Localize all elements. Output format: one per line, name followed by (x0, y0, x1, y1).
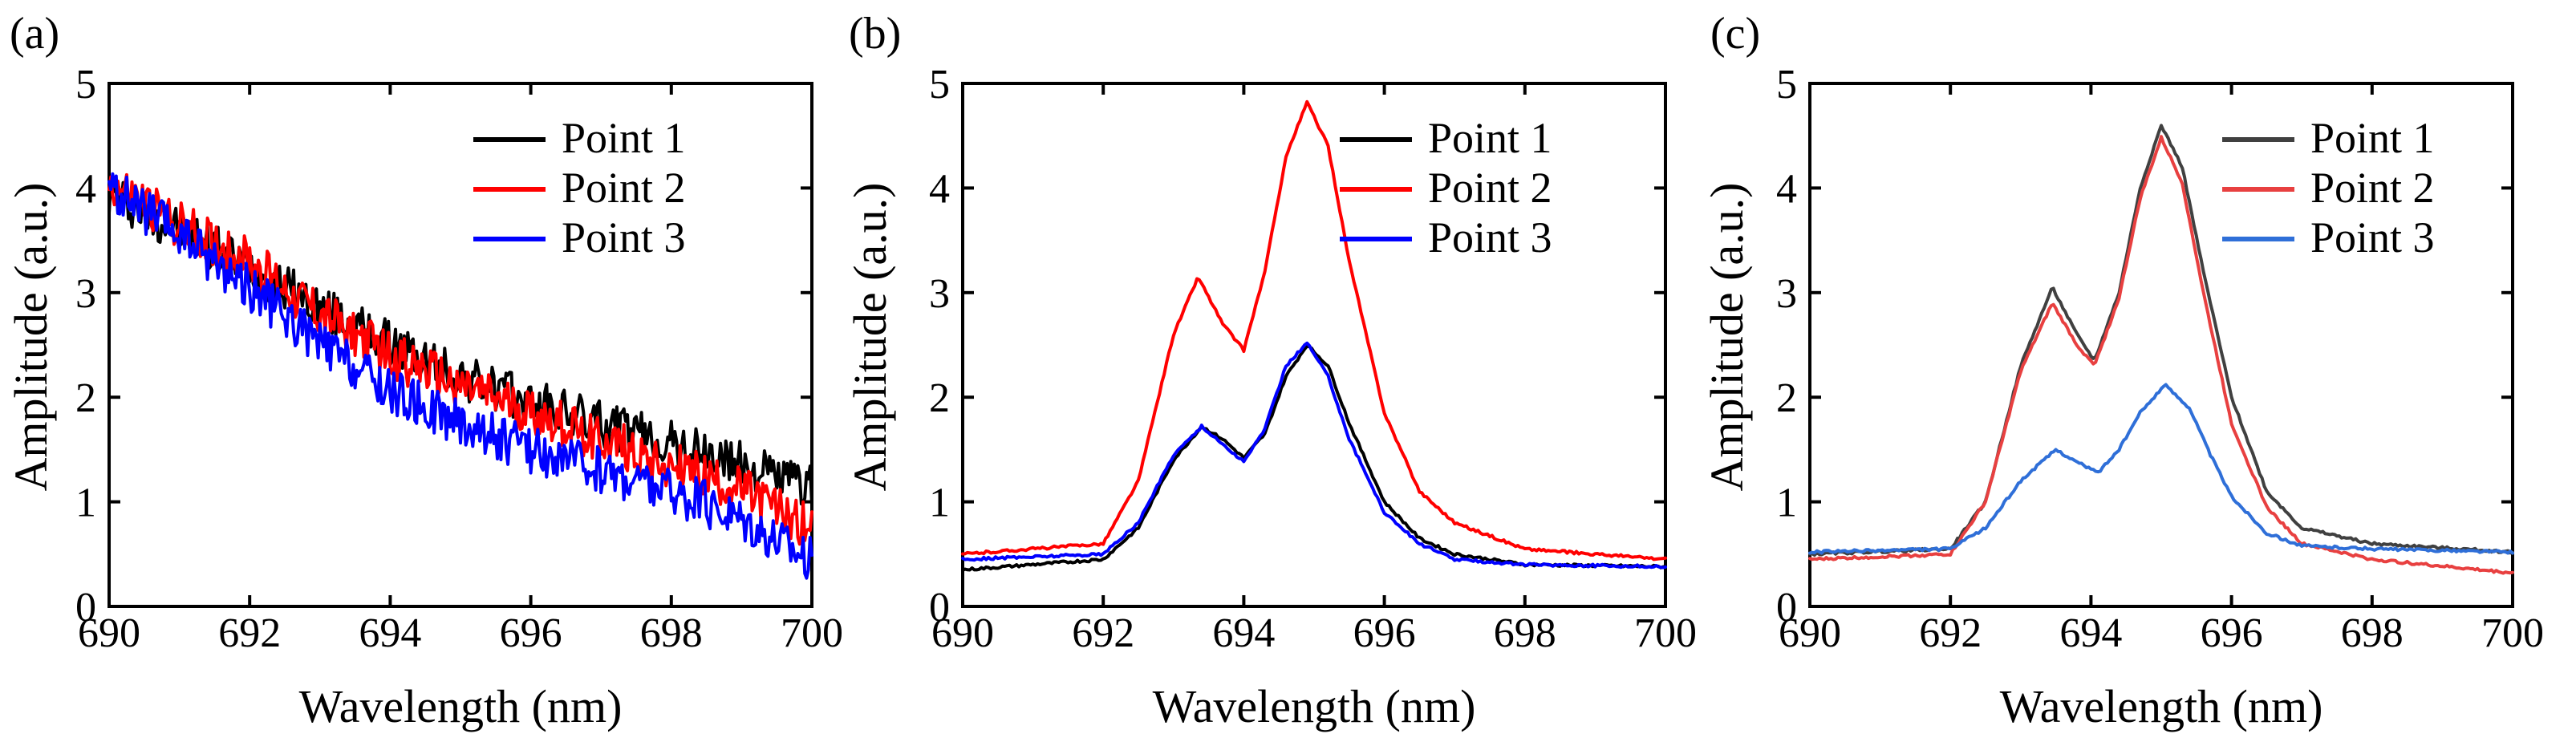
plot-frame (108, 82, 813, 608)
y-tick-label: 3 (929, 271, 950, 317)
panel-c: (c) Wavelength (nm) Amplitude (a.u.) 690… (1701, 9, 2544, 732)
y-axis-title: Amplitude (a.u.) (1701, 183, 1753, 492)
legend-label: Point 1 (562, 114, 686, 162)
y-tick-label: 5 (929, 62, 950, 107)
x-tick-label: 696 (1353, 610, 1416, 656)
series-line-point-2 (961, 99, 1667, 561)
y-tick-label: 0 (1776, 585, 1797, 630)
x-tick-label: 690 (931, 610, 994, 656)
legend-label: Point 2 (1428, 164, 1552, 212)
y-tick-label: 5 (1776, 62, 1797, 107)
x-axis-title: Wavelength (nm) (2000, 680, 2323, 732)
y-tick-label: 1 (929, 480, 950, 526)
series-line-point-3 (108, 172, 813, 580)
panel-a: (a) Wavelength (nm) Amplitude (a.u.) 690… (5, 9, 843, 732)
plot-frame (961, 82, 1667, 608)
legend-label: Point 3 (562, 213, 686, 261)
legend-label: Point 3 (1428, 213, 1552, 261)
x-tick-label: 692 (1072, 610, 1134, 656)
x-tick-label: 694 (2059, 610, 2122, 656)
legend-label: Point 2 (2310, 164, 2435, 212)
ticks: 690 692 694 696 698 700 0 1 2 3 4 5 (75, 62, 843, 656)
x-tick-label: 690 (1779, 610, 1841, 656)
y-tick-label: 2 (75, 375, 96, 421)
series-lines (108, 172, 813, 580)
series-line-point-2 (108, 172, 813, 546)
panel-label: (b) (849, 9, 901, 59)
y-tick-label: 2 (929, 375, 950, 421)
x-tick-label: 694 (1212, 610, 1275, 656)
x-tick-label: 694 (359, 610, 421, 656)
y-tick-label: 5 (75, 62, 96, 107)
x-tick-label: 696 (500, 610, 562, 656)
y-axis-title: Amplitude (a.u.) (5, 183, 57, 492)
x-tick-label: 690 (78, 610, 140, 656)
panel-label: (a) (10, 9, 59, 59)
x-tick-label: 700 (781, 610, 843, 656)
series-lines (1808, 124, 2514, 575)
panel-label: (c) (1710, 9, 1760, 59)
series-line-point-3 (961, 341, 1667, 570)
plot-frame (1808, 82, 2514, 608)
ticks: 690 692 694 696 698 700 0 1 2 3 4 5 (929, 62, 1697, 656)
x-axis-title: Wavelength (nm) (299, 680, 623, 732)
x-tick-label: 692 (1919, 610, 1982, 656)
x-axis-title: Wavelength (nm) (1153, 680, 1476, 732)
legend-label: Point 1 (1428, 114, 1552, 162)
y-tick-label: 0 (75, 585, 96, 630)
x-tick-label: 700 (2481, 610, 2544, 656)
panel-b: (b) Wavelength (nm) Amplitude (a.u.) 690… (844, 9, 1697, 732)
x-tick-label: 698 (640, 610, 703, 656)
series-line-point-3 (1808, 383, 2514, 555)
series-lines (961, 99, 1667, 572)
legend-label: Point 3 (2310, 213, 2435, 261)
x-tick-label: 696 (2201, 610, 2263, 656)
series-line-point-1 (961, 344, 1667, 572)
y-tick-label: 3 (1776, 271, 1797, 317)
series-line-point-1 (108, 178, 813, 507)
series-line-point-2 (1808, 135, 2514, 575)
y-tick-label: 1 (75, 480, 96, 526)
legend-label: Point 2 (562, 164, 686, 212)
y-tick-label: 0 (929, 585, 950, 630)
ticks: 690 692 694 696 698 700 0 1 2 3 4 5 (1776, 62, 2544, 656)
y-tick-label: 1 (1776, 480, 1797, 526)
x-tick-label: 698 (2341, 610, 2404, 656)
y-axis-title: Amplitude (a.u.) (844, 183, 896, 492)
y-tick-label: 4 (929, 166, 950, 212)
legend-label: Point 1 (2310, 114, 2435, 162)
y-tick-label: 3 (75, 271, 96, 317)
y-tick-label: 4 (75, 166, 96, 212)
x-tick-label: 698 (1494, 610, 1556, 656)
x-tick-label: 700 (1634, 610, 1697, 656)
y-tick-label: 4 (1776, 166, 1797, 212)
y-tick-label: 2 (1776, 375, 1797, 421)
x-tick-label: 692 (218, 610, 281, 656)
